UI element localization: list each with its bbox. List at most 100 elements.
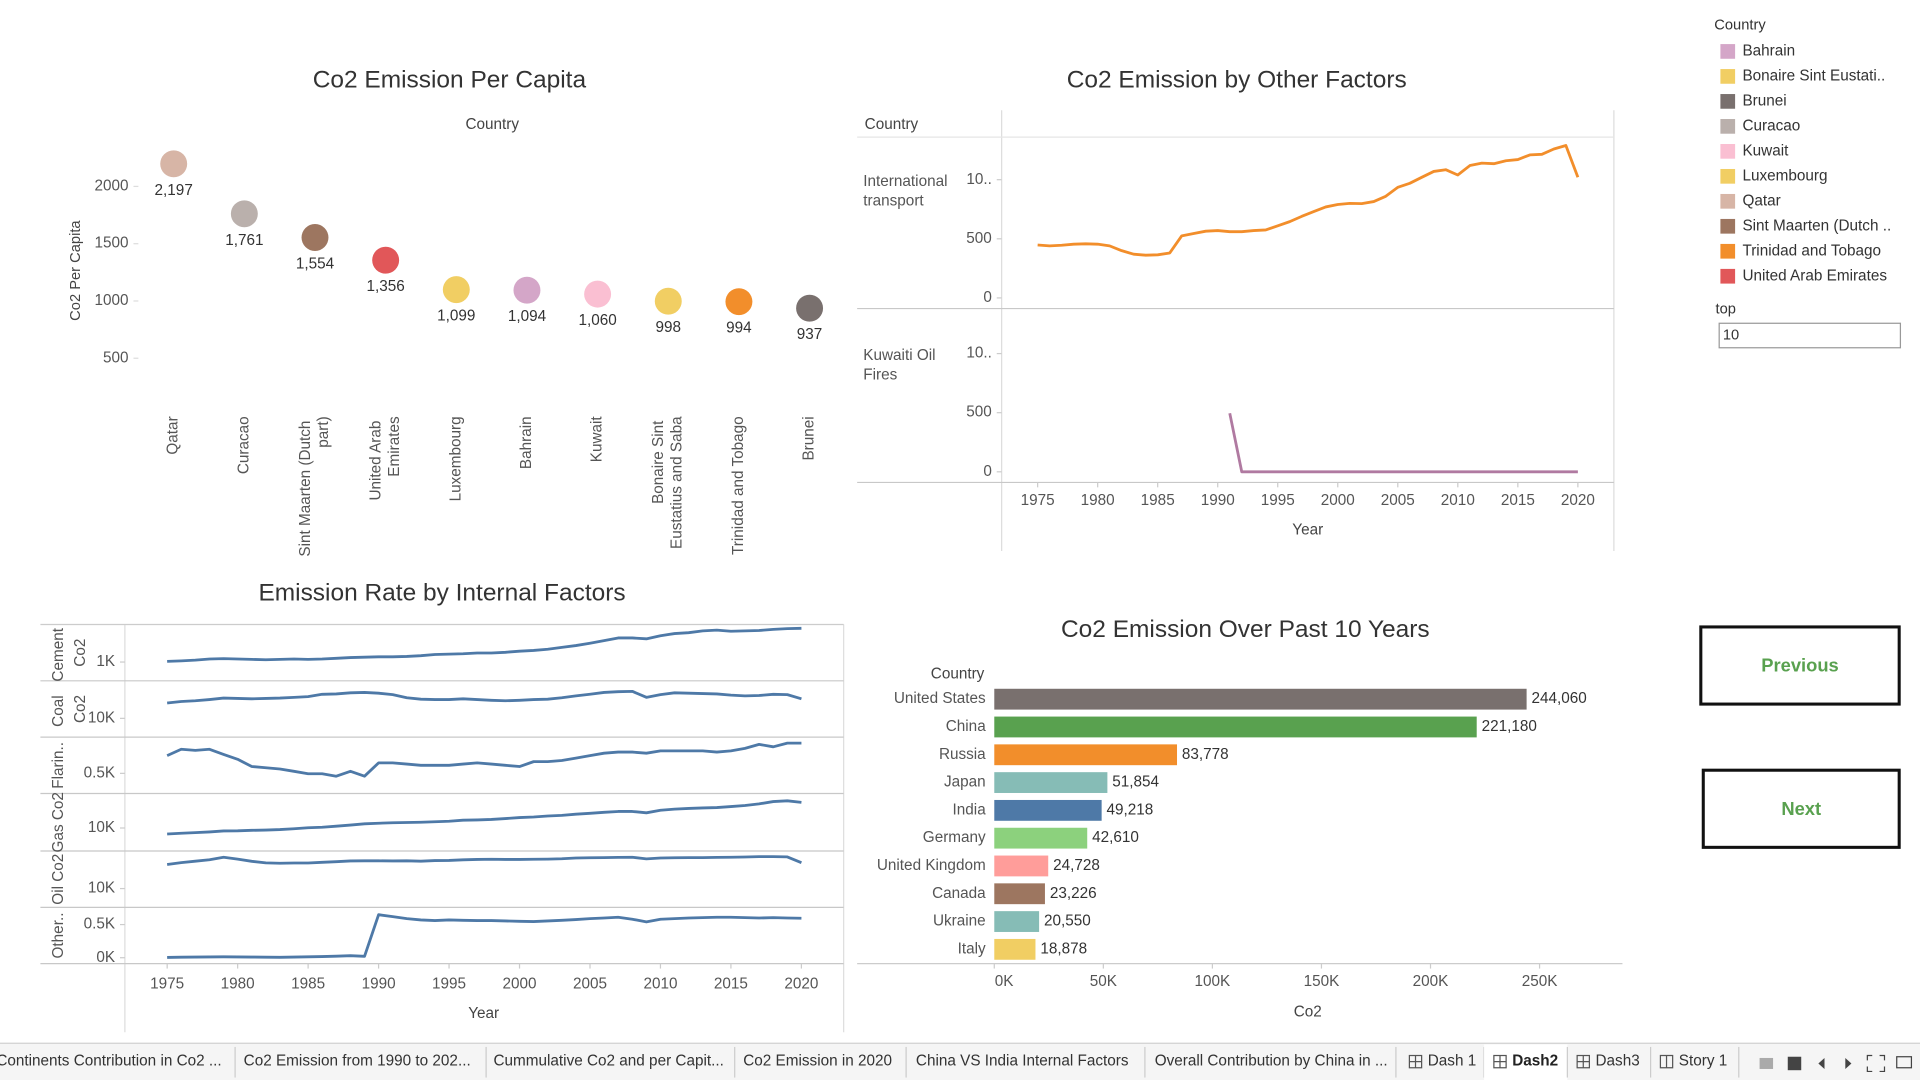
data-label: 994 (726, 320, 752, 337)
x-tick-label: Curacao (235, 416, 252, 474)
legend-title: Country (1714, 18, 1766, 34)
tab-label[interactable]: Co2 Emission in 2020 (743, 1053, 892, 1070)
line (1228, 412, 1578, 474)
row-label: Other.. (50, 913, 67, 959)
bar (994, 855, 1049, 877)
dot (160, 150, 188, 178)
dot (513, 276, 541, 304)
y-tick-label: United States (894, 690, 986, 707)
toolbar-icon[interactable] (1866, 1054, 1886, 1073)
tab-label[interactable]: Dash2 (1512, 1053, 1558, 1070)
row-label-box: International transport (863, 173, 947, 210)
dot (796, 294, 824, 322)
x-tick-label: 2010 (1441, 492, 1475, 509)
y-tick-label: Japan (944, 774, 986, 791)
tab-label[interactable]: China VS India Internal Factors (916, 1053, 1129, 1070)
x-tick-label: 1995 (1261, 492, 1295, 509)
toolbar-icon[interactable] (1896, 1056, 1913, 1069)
data-label: 24,728 (1053, 857, 1100, 874)
x-tick-label: 1975 (1021, 492, 1055, 509)
data-label: 20,550 (1044, 913, 1091, 930)
legend-swatch (1720, 268, 1736, 284)
legend-label: Brunei (1742, 92, 1786, 109)
y-tick-label: 1000 (95, 292, 129, 309)
tab-label[interactable]: Dash3 (1596, 1053, 1640, 1070)
legend-label: Qatar (1742, 192, 1780, 209)
row-label: Kuwaiti Oil Fires (863, 346, 936, 384)
x-tick-label: 2015 (1501, 492, 1535, 509)
y-tick-label: Russia (939, 746, 986, 763)
legend-swatch (1720, 168, 1736, 184)
x-tick-label: Brunei (801, 416, 818, 460)
dot (725, 288, 753, 316)
dot (442, 276, 470, 304)
y-header: Country (931, 666, 985, 683)
bar (994, 938, 1036, 960)
row-label-box: Kuwaiti Oil Fires (863, 346, 936, 384)
y-tick-label: 10K (88, 819, 116, 836)
x-tick-label: 2005 (573, 976, 607, 993)
legend-label: Luxembourg (1742, 167, 1827, 184)
legend-label: Bonaire Sint Eustati.. (1742, 67, 1885, 84)
legend-label: Trinidad and Tobago (1742, 242, 1881, 259)
bar (994, 716, 1477, 738)
y-axis-label: Co2 Per Capita (68, 220, 84, 321)
chart-title: Co2 Emission by Other Factors (1067, 66, 1407, 93)
y-tick-label: 10K (88, 880, 116, 897)
data-label: 1,099 (437, 308, 475, 325)
toolbar-icon[interactable] (1818, 1057, 1825, 1069)
x-axis-label: Year (1292, 521, 1323, 538)
x-tick-label: 1995 (432, 976, 466, 993)
legend-swatch (1720, 144, 1736, 159)
tab-label[interactable]: Cummulative Co2 and per Capit... (493, 1053, 723, 1070)
row-label: Flarin.. (50, 742, 67, 789)
tab-label[interactable]: Dash 1 (1428, 1053, 1476, 1070)
chart-title: Co2 Emission Per Capita (313, 66, 587, 93)
legend-label: Curacao (1742, 117, 1800, 134)
y-tick-label: 1500 (95, 235, 129, 252)
y-tick-label: 0K (96, 949, 116, 966)
tab-label[interactable]: Co2 Emission from 1990 to 202... (244, 1053, 471, 1070)
data-label: 998 (655, 319, 681, 336)
y-tick-label: 2000 (95, 177, 129, 194)
x-tick-label: Qatar (165, 416, 182, 454)
y-tick-label: 10.. (966, 345, 992, 362)
button[interactable] (1701, 768, 1901, 849)
y-tick-label: 0 (983, 289, 992, 306)
y-tick-label: 1K (96, 653, 116, 670)
dot (372, 246, 400, 274)
legend-swatch (1720, 44, 1736, 59)
tab-label[interactable]: Overall Contribution by China in ... (1155, 1053, 1388, 1070)
y-tick-label: 500 (103, 349, 129, 366)
toolbar-icon[interactable] (1845, 1057, 1852, 1069)
y-tick-label: 0 (983, 463, 992, 480)
x-tick-label: 2000 (1321, 492, 1355, 509)
x-tick-label: Bonaire Sint Eustatius and Saba (650, 416, 685, 549)
y-tick-label: Canada (932, 885, 986, 902)
y-tick-label: China (946, 718, 986, 735)
row-label: Coal Co2 (50, 691, 89, 727)
y-tick-label: 500 (966, 404, 992, 421)
button[interactable] (1699, 625, 1901, 706)
data-label: 2,197 (155, 182, 193, 199)
tab-label[interactable]: Story 1 (1679, 1053, 1727, 1070)
data-label: 937 (797, 326, 823, 343)
x-tick-label: 2015 (714, 976, 748, 993)
y-tick-label: 0.5K (84, 916, 116, 933)
legend-label: Kuwait (1742, 142, 1789, 159)
tab-label[interactable]: Continents Contribution in Co2 ... (0, 1053, 222, 1070)
toolbar-icon[interactable] (1787, 1056, 1802, 1071)
bar (994, 883, 1045, 905)
toolbar-icon[interactable] (1759, 1057, 1774, 1069)
button-label[interactable]: Previous (1761, 655, 1839, 676)
line (167, 626, 802, 663)
y-tick-label: Italy (958, 940, 986, 957)
filter-input[interactable] (1718, 322, 1902, 349)
x-tick-label: 2010 (643, 976, 677, 993)
x-tick-label: 200K (1413, 973, 1450, 990)
x-header: Country (465, 116, 519, 133)
x-tick-label: Sint Maarten (Dutch part) (297, 416, 332, 556)
legend-swatch (1720, 69, 1736, 84)
button-label[interactable]: Next (1781, 798, 1821, 819)
